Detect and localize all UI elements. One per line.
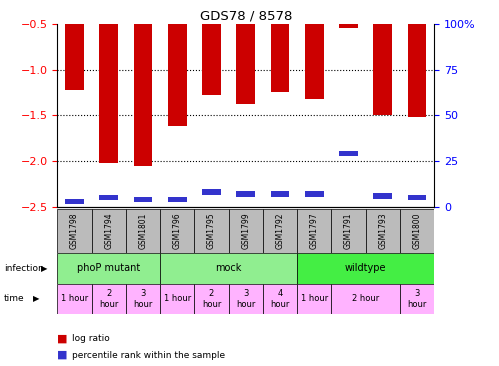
Bar bbox=[297, 284, 331, 314]
Text: GSM1800: GSM1800 bbox=[413, 212, 422, 249]
Text: infection: infection bbox=[4, 264, 44, 273]
Text: ■: ■ bbox=[57, 333, 68, 344]
Text: GSM1796: GSM1796 bbox=[173, 212, 182, 249]
Bar bbox=[305, 191, 324, 197]
Bar bbox=[400, 284, 434, 314]
Bar bbox=[134, 24, 152, 165]
Bar bbox=[195, 209, 229, 253]
Text: percentile rank within the sample: percentile rank within the sample bbox=[72, 351, 226, 359]
Text: GSM1795: GSM1795 bbox=[207, 212, 216, 249]
Bar bbox=[65, 198, 84, 204]
Bar bbox=[160, 253, 297, 284]
Text: 2 hour: 2 hour bbox=[352, 294, 379, 303]
Text: ▶: ▶ bbox=[41, 264, 47, 273]
Text: 3
hour: 3 hour bbox=[407, 289, 427, 309]
Bar bbox=[126, 209, 160, 253]
Bar bbox=[237, 24, 255, 104]
Bar bbox=[168, 24, 187, 126]
Bar bbox=[297, 209, 331, 253]
Bar bbox=[57, 209, 92, 253]
Bar bbox=[339, 151, 358, 156]
Bar bbox=[400, 209, 434, 253]
Bar bbox=[331, 209, 366, 253]
Bar bbox=[229, 284, 263, 314]
Bar bbox=[57, 253, 160, 284]
Text: ▶: ▶ bbox=[33, 294, 40, 303]
Bar bbox=[92, 284, 126, 314]
Bar bbox=[305, 24, 324, 99]
Text: 3
hour: 3 hour bbox=[236, 289, 255, 309]
Text: GSM1799: GSM1799 bbox=[241, 212, 250, 249]
Bar bbox=[160, 209, 195, 253]
Bar bbox=[408, 195, 427, 200]
Text: GSM1791: GSM1791 bbox=[344, 212, 353, 249]
Text: 1 hour: 1 hour bbox=[164, 294, 191, 303]
Bar bbox=[237, 191, 255, 197]
Bar bbox=[126, 284, 160, 314]
Bar bbox=[366, 209, 400, 253]
Bar bbox=[57, 284, 92, 314]
Text: 2
hour: 2 hour bbox=[202, 289, 221, 309]
Text: phoP mutant: phoP mutant bbox=[77, 264, 140, 273]
Text: GSM1793: GSM1793 bbox=[378, 212, 387, 249]
Bar bbox=[65, 24, 84, 90]
Bar bbox=[373, 24, 392, 115]
Bar bbox=[160, 284, 195, 314]
Text: mock: mock bbox=[216, 264, 242, 273]
Bar bbox=[270, 191, 289, 197]
Bar bbox=[339, 24, 358, 28]
Text: 1 hour: 1 hour bbox=[61, 294, 88, 303]
Bar bbox=[297, 253, 434, 284]
Text: GSM1801: GSM1801 bbox=[139, 212, 148, 249]
Bar bbox=[373, 193, 392, 198]
Text: GSM1792: GSM1792 bbox=[275, 212, 284, 249]
Text: 1 hour: 1 hour bbox=[300, 294, 328, 303]
Bar bbox=[168, 197, 187, 202]
Bar bbox=[331, 284, 400, 314]
Bar bbox=[92, 209, 126, 253]
Text: GSM1794: GSM1794 bbox=[104, 212, 113, 249]
Title: GDS78 / 8578: GDS78 / 8578 bbox=[200, 10, 292, 23]
Text: ■: ■ bbox=[57, 350, 68, 360]
Bar bbox=[263, 284, 297, 314]
Text: time: time bbox=[4, 294, 24, 303]
Bar bbox=[408, 24, 427, 117]
Bar bbox=[195, 284, 229, 314]
Text: log ratio: log ratio bbox=[72, 334, 110, 343]
Text: 3
hour: 3 hour bbox=[133, 289, 153, 309]
Bar bbox=[134, 197, 152, 202]
Text: wildtype: wildtype bbox=[345, 264, 386, 273]
Bar bbox=[202, 189, 221, 195]
Bar bbox=[99, 24, 118, 163]
Text: 2
hour: 2 hour bbox=[99, 289, 118, 309]
Text: GSM1798: GSM1798 bbox=[70, 212, 79, 249]
Bar bbox=[263, 209, 297, 253]
Bar bbox=[202, 24, 221, 95]
Text: GSM1797: GSM1797 bbox=[310, 212, 319, 249]
Bar bbox=[99, 195, 118, 200]
Bar bbox=[270, 24, 289, 92]
Bar bbox=[229, 209, 263, 253]
Text: 4
hour: 4 hour bbox=[270, 289, 290, 309]
